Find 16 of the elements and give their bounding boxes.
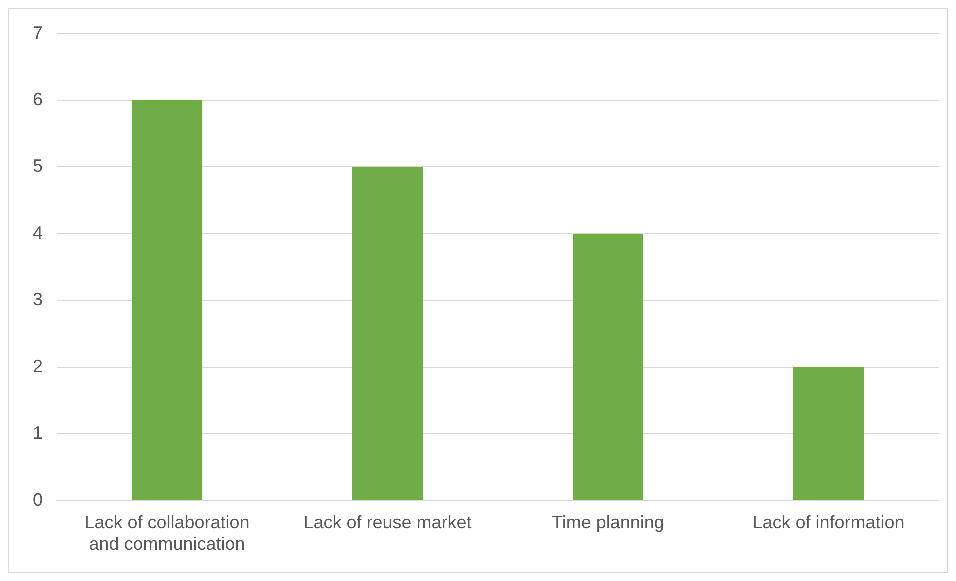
bar: [352, 167, 424, 500]
y-tick-label: 4: [32, 222, 44, 243]
bar: [132, 100, 203, 500]
y-tick-label: 2: [32, 356, 44, 376]
y-tick-label: 0: [32, 490, 44, 510]
y-tick-label: 1: [32, 423, 44, 444]
x-tick-label: Lack of reuse market: [304, 512, 472, 533]
bar: [572, 234, 644, 500]
y-tick-label: 3: [32, 290, 44, 310]
x-tick-label: Time planning: [552, 512, 664, 533]
x-tick-label: Lack of information: [752, 512, 905, 533]
y-tick-label: 7: [32, 22, 44, 43]
y-tick-label: 5: [32, 156, 44, 176]
bar: [793, 367, 864, 500]
x-tick-label: Lack of collaboration and communication: [84, 512, 250, 554]
y-tick-label: 6: [32, 89, 44, 110]
